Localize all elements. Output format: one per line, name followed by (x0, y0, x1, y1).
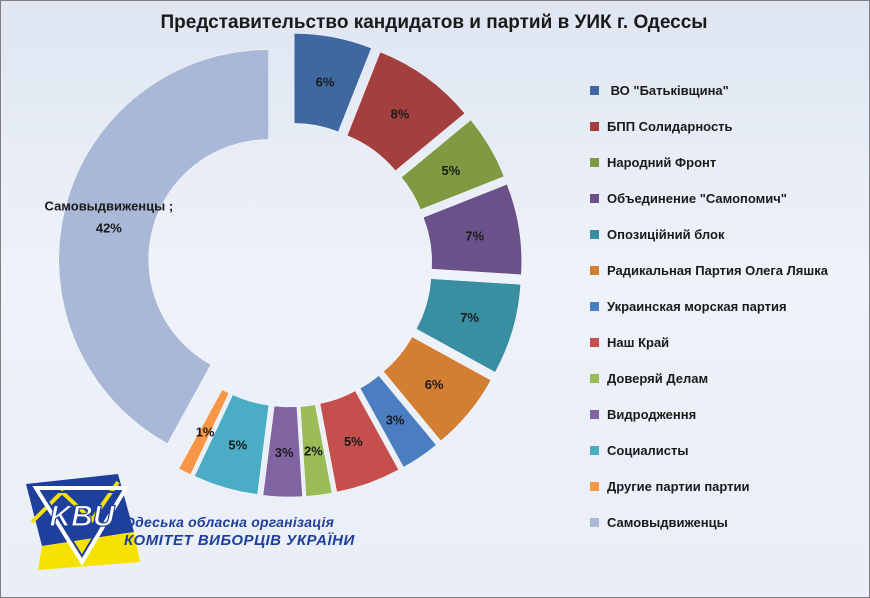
slice-7 (319, 390, 399, 493)
slice-1 (346, 51, 466, 172)
slice-12 (58, 49, 269, 444)
logo-committee-name: КОМІТЕТ ВИБОРЦІВ УКРАЇНИ (124, 532, 355, 549)
legend-item-1: БПП Солидарность (590, 116, 733, 136)
legend-label-11: Другие партии партии (607, 478, 750, 494)
slice-label-4: 7% (460, 310, 479, 325)
slice-6 (359, 375, 437, 468)
legend-item-5: Радикальная Партия Олега Ляшка (590, 260, 828, 280)
legend-swatch-0 (590, 85, 599, 95)
legend-swatch-1 (590, 121, 599, 131)
slice-label-9: 3% (275, 445, 294, 460)
legend-label-6: Украинская морская партия (607, 298, 787, 314)
kvu-logo: KBU (26, 474, 140, 570)
slice-label-11: 1% (196, 425, 215, 440)
slice-10 (194, 394, 270, 495)
legend-swatch-4 (590, 229, 599, 239)
slice-label-3: 7% (465, 229, 484, 244)
chart-title: Представительство кандидатов и партий в … (160, 12, 708, 33)
legend-item-11: Другие партии партии (590, 476, 750, 496)
legend-swatch-9 (590, 409, 599, 419)
slice-label-10: 5% (228, 438, 247, 453)
slice-label-12-category: Самовыдвиженцы ; (45, 198, 174, 213)
legend-label-3: Объединение "Самопомич" (607, 190, 787, 206)
slice-label-7: 5% (344, 434, 363, 449)
legend-label-10: Социалисты (607, 442, 689, 458)
legend-swatch-6 (590, 301, 599, 311)
slice-label-0: 6% (316, 74, 335, 89)
legend-label-1: БПП Солидарность (607, 118, 733, 134)
legend-label-7: Наш Край (607, 334, 670, 350)
legend-item-7: Наш Край (590, 332, 669, 352)
slice-2 (401, 119, 505, 210)
legend-swatch-2 (590, 157, 599, 167)
legend-label-5: Радикальная Партия Олега Ляшка (607, 262, 828, 278)
legend-swatch-10 (590, 445, 599, 455)
slice-label-6: 3% (386, 413, 405, 428)
legend-label-4: Опозиційний блок (607, 226, 725, 242)
slice-label-12: 42% (96, 220, 122, 235)
legend-swatch-5 (590, 265, 599, 275)
legend-label-12: Самовыдвиженцы (607, 514, 728, 530)
slice-0 (293, 33, 372, 133)
legend-item-0: ВО "Батьківщина" (590, 80, 729, 100)
legend-swatch-12 (590, 517, 599, 527)
legend-label-8: Доверяй Делам (607, 370, 709, 386)
legend-item-9: Видродження (590, 404, 696, 424)
logo-org-name: Одеська обласна організація (124, 514, 335, 530)
slice-label-8: 2% (304, 444, 323, 459)
slice-3 (422, 183, 522, 276)
logo-letters: KBU (50, 500, 116, 533)
legend-label-9: Видродження (607, 406, 697, 422)
legend-item-10: Социалисты (590, 440, 689, 460)
legend-item-12: Самовыдвиженцы (590, 512, 728, 532)
slice-label-5: 6% (425, 377, 444, 392)
slice-9 (262, 405, 303, 498)
legend-item-6: Украинская морская партия (590, 296, 787, 316)
logo-triangle (32, 486, 130, 566)
legend-swatch-7 (590, 337, 599, 347)
slice-label-1: 8% (391, 107, 410, 122)
legend-item-8: Доверяй Делам (590, 368, 708, 388)
slice-8 (300, 404, 333, 497)
slice-label-2: 5% (442, 163, 461, 178)
legend-item-4: Опозиційний блок (590, 224, 724, 244)
legend-swatch-8 (590, 373, 599, 383)
slice-11 (178, 389, 230, 475)
legend-swatch-11 (590, 481, 599, 491)
slice-4 (415, 278, 521, 373)
legend-label-0: ВО "Батьківщина" (607, 82, 729, 98)
legend-swatch-3 (590, 193, 599, 203)
legend-item-3: Объединение "Самопомич" (590, 188, 787, 208)
legend-label-2: Народний Фронт (607, 154, 717, 170)
legend-item-2: Народний Фронт (590, 152, 716, 172)
slice-5 (383, 336, 492, 442)
